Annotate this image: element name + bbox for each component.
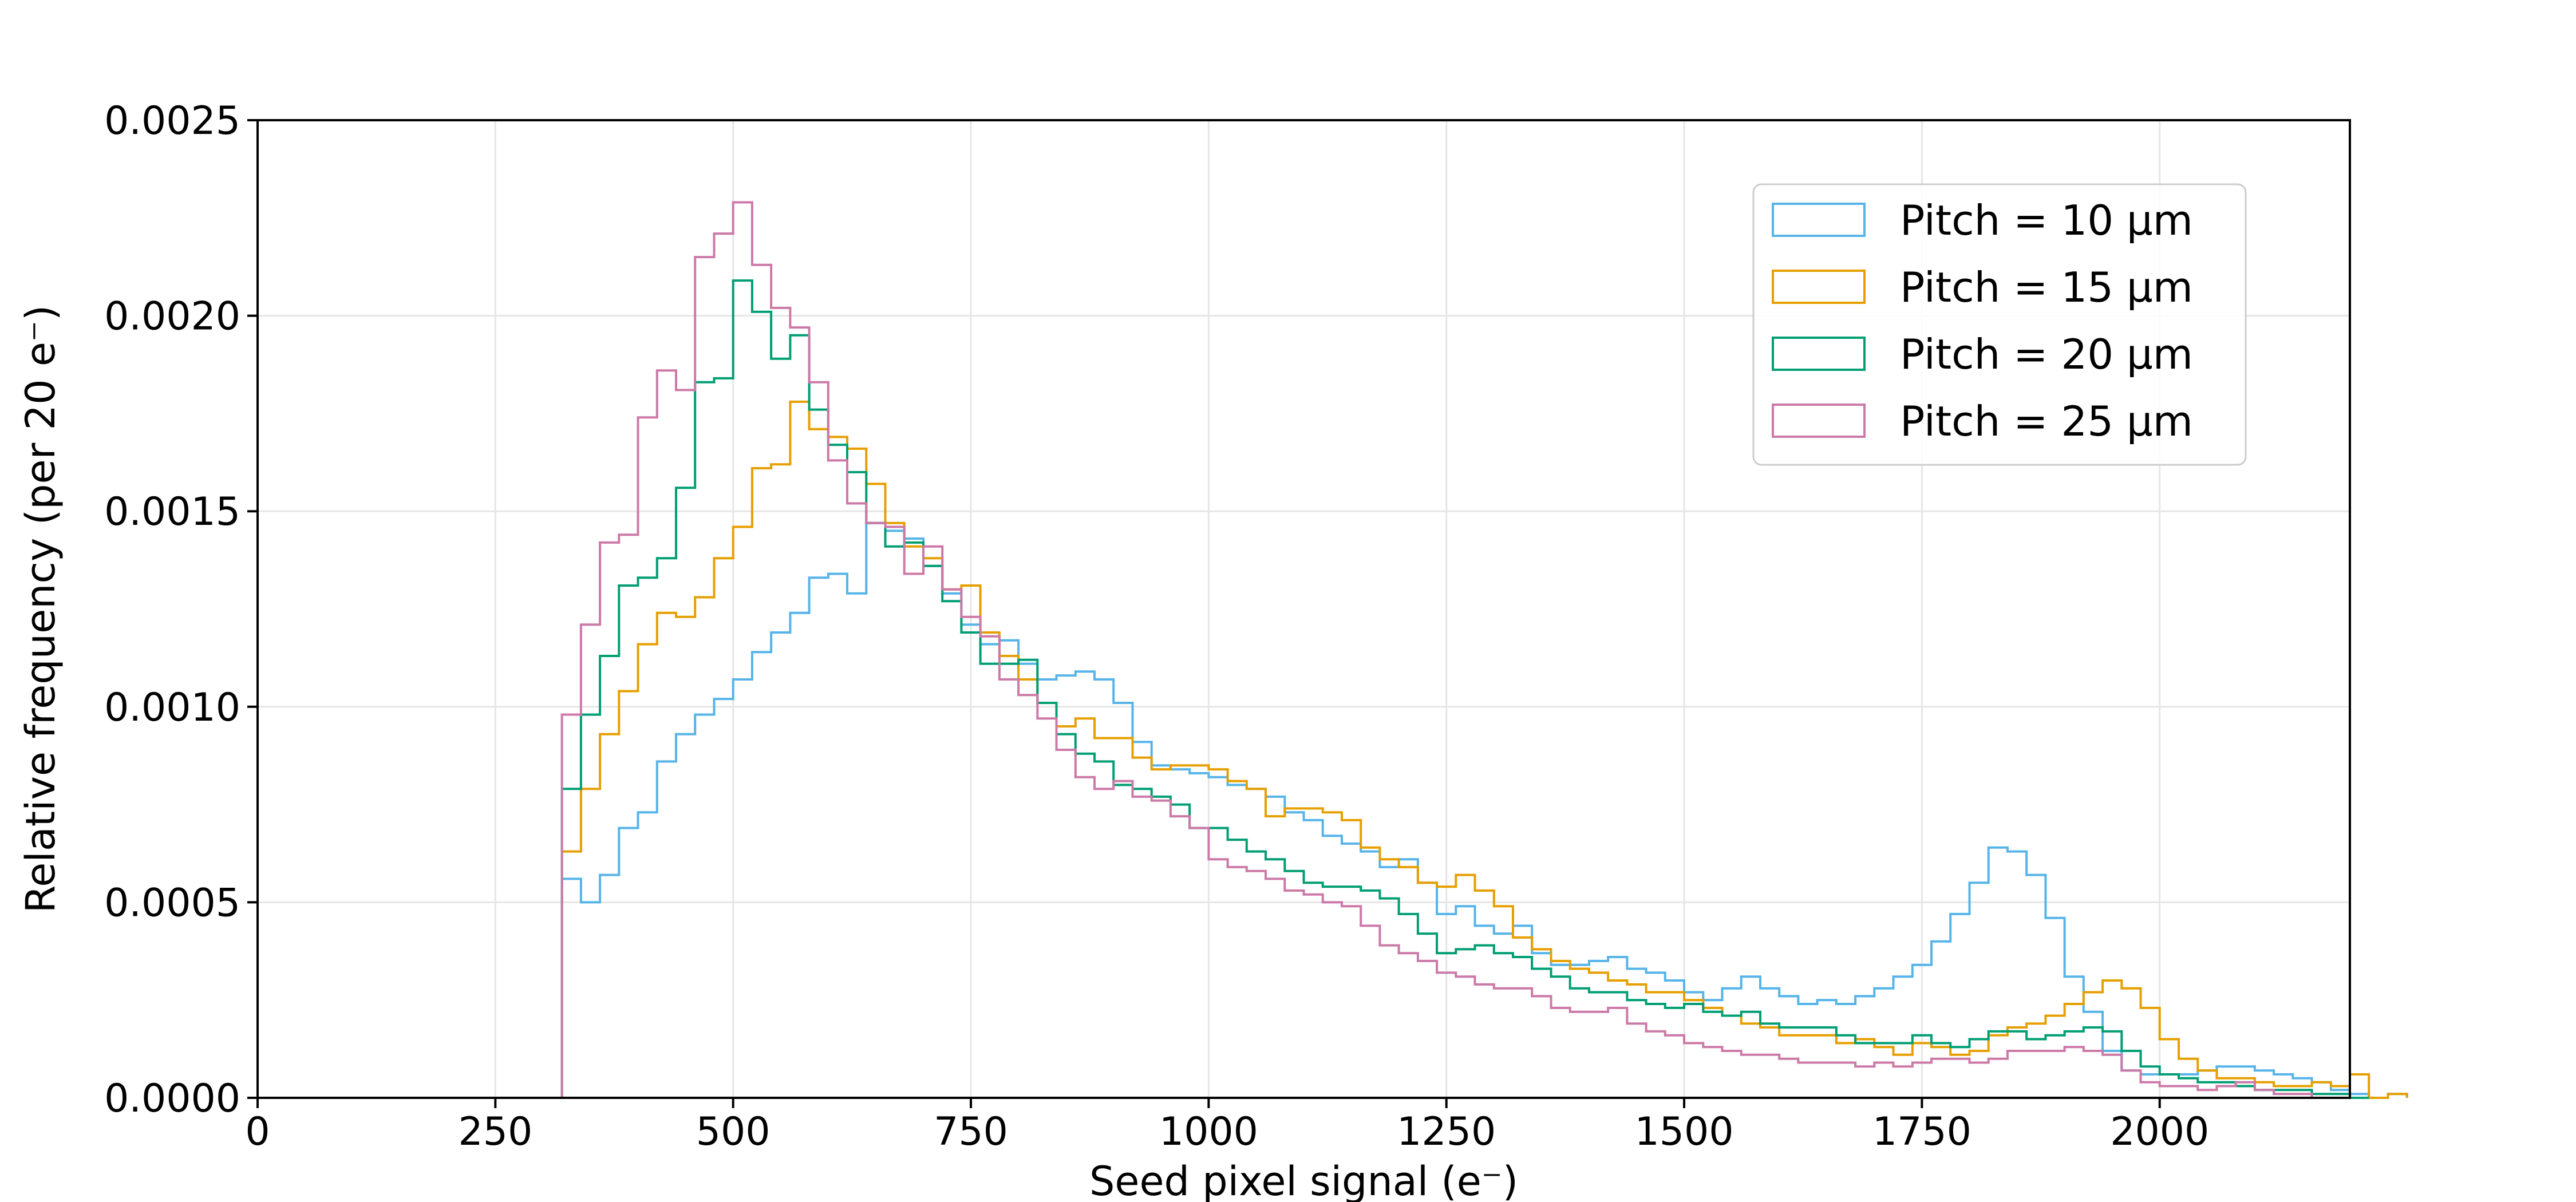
x-tick-label: 1000	[1159, 1109, 1258, 1154]
y-tick-label: 0.0025	[104, 98, 240, 144]
series-pitch-25-m	[560, 201, 2350, 1099]
y-tick-label: 0.0010	[104, 685, 240, 730]
x-tick-label: 1250	[1397, 1109, 1496, 1154]
legend-box	[1752, 183, 2247, 466]
series-pitch-15-m	[560, 400, 2408, 1099]
x-tick-label: 500	[696, 1109, 771, 1154]
legend-swatch	[1772, 404, 1866, 438]
y-tick-label: 0.0000	[104, 1076, 240, 1121]
y-tick-label: 0.0005	[104, 880, 240, 926]
y-tick-label: 0.0020	[104, 294, 240, 339]
legend-label: Pitch = 15 µm	[1900, 263, 2193, 311]
legend-swatch	[1772, 337, 1866, 371]
legend-label: Pitch = 25 µm	[1900, 397, 2193, 445]
x-axis-label: Seed pixel signal (e⁻)	[1089, 1158, 1518, 1202]
y-tick-label: 0.0015	[104, 489, 240, 535]
legend-label: Pitch = 20 µm	[1900, 330, 2193, 378]
plot-frame	[256, 119, 2351, 1099]
histogram-series	[560, 201, 2408, 1099]
x-tick-label: 2000	[2110, 1109, 2209, 1154]
axis-ticks: 0 250 500 750 1000 1250 1500 1750 2000 0.0000 0.00…	[104, 98, 2209, 1154]
x-tick-label: 1750	[1872, 1109, 1971, 1154]
x-tick-label: 250	[458, 1109, 532, 1154]
legend-swatch	[1772, 203, 1866, 237]
legend-label: Pitch = 10 µm	[1900, 196, 2193, 244]
x-tick-label: 750	[934, 1109, 1008, 1154]
y-axis-label: Relative frequency (per 20 e⁻)	[17, 305, 64, 913]
legend-swatch	[1772, 270, 1866, 304]
x-tick-label: 0	[245, 1109, 270, 1154]
series-pitch-20-m	[560, 279, 2369, 1099]
x-tick-label: 1500	[1635, 1109, 1734, 1154]
legend: Pitch = 10 µm Pitch = 15 µm Pitch = 20 µm P…	[1752, 183, 2247, 466]
series-pitch-10-m	[560, 521, 2408, 1099]
